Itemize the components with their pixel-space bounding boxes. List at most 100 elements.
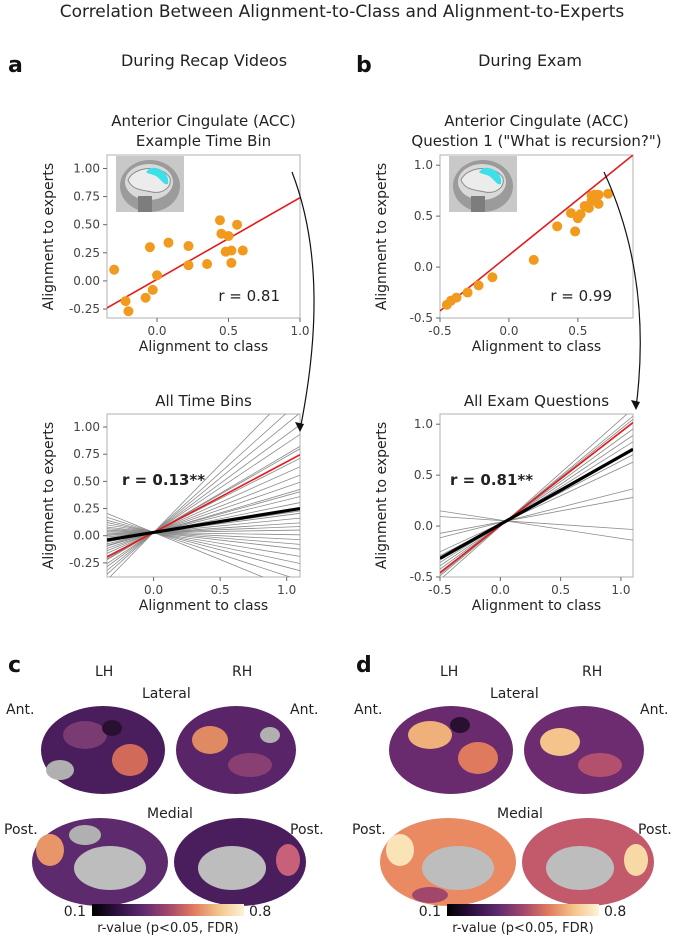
y-tick-label: -0.5 <box>410 311 433 325</box>
y-tick-label: 0.0 <box>414 519 433 533</box>
label-ant-right-d: Ant. <box>640 702 668 718</box>
bin-line <box>440 415 633 577</box>
plot-area <box>107 414 300 577</box>
data-point <box>214 215 225 226</box>
label-post-right-d: Post. <box>638 822 672 838</box>
chart-title: All Exam Questions <box>464 392 609 410</box>
panel-letter-c: c <box>8 653 21 678</box>
bin-line <box>107 474 300 552</box>
connector-arrow-b <box>603 171 641 409</box>
label-lh-d: LH <box>440 664 458 680</box>
highlight-line <box>440 421 633 574</box>
bin-line <box>440 435 633 567</box>
y-axis-label: Alignment to experts <box>41 422 57 569</box>
x-axis-label: Alignment to class <box>139 598 268 614</box>
y-tick-label: 1.00 <box>73 161 100 175</box>
y-tick-label: 0.75 <box>73 190 100 204</box>
mri-brain-icon-b <box>449 156 517 212</box>
data-point <box>140 292 151 303</box>
x-axis-label: Alignment to class <box>472 339 601 355</box>
bin-line <box>107 414 287 575</box>
bin-line <box>107 424 300 567</box>
bin-line <box>440 461 633 553</box>
regression-line <box>440 155 633 312</box>
chart-title: Anterior Cingulate (ACC) <box>444 112 628 130</box>
data-point <box>147 284 158 295</box>
brain-rh-medial-c <box>174 818 306 906</box>
label-post-left-d: Post. <box>352 822 386 838</box>
x-tick-label: 0.5 <box>211 583 230 597</box>
bin-line <box>107 528 300 545</box>
y-tick-label: -0.5 <box>410 570 433 584</box>
data-point <box>226 257 237 268</box>
plot-area <box>440 155 633 312</box>
y-tick-label: 1.0 <box>414 417 433 431</box>
r-value-annotation: r = 0.81 <box>218 287 280 305</box>
figure-title: Correlation Between Alignment-to-Class a… <box>60 2 625 22</box>
x-tick-label: 1.0 <box>277 583 296 597</box>
bin-line <box>107 481 300 549</box>
data-point <box>593 198 604 209</box>
bin-line <box>440 488 633 539</box>
y-tick-label: -0.25 <box>69 302 100 316</box>
bin-line <box>107 414 300 571</box>
chart-a-top: Anterior Cingulate (ACC) Example Time Bin… <box>41 112 310 355</box>
data-point <box>152 270 163 281</box>
mri-brain-icon-a <box>116 156 184 212</box>
data-point <box>109 264 120 275</box>
label-lh-c: LH <box>95 664 113 680</box>
y-tick-label: 1.00 <box>73 420 100 434</box>
bin-line <box>107 466 300 554</box>
r-value-annotation: r = 0.81** <box>450 471 533 489</box>
y-tick-label: 0.25 <box>73 502 100 516</box>
colorbar-label-d: r-value (p<0.05, FDR) <box>452 921 594 936</box>
data-point <box>462 287 473 298</box>
data-point <box>232 219 243 230</box>
bin-line <box>107 516 292 577</box>
x-tick-label: -0.5 <box>428 583 451 597</box>
chart-subtitle: Question 1 ("What is recursion?") <box>411 132 661 150</box>
connector-arrow-a <box>291 171 315 431</box>
x-tick-label: 0.0 <box>147 324 166 338</box>
x-tick-label: 1.0 <box>290 324 309 338</box>
connector-arrowhead-a <box>295 422 304 432</box>
data-point <box>451 292 462 303</box>
label-ant-left-d: Ant. <box>354 702 382 718</box>
x-tick-label: 0.0 <box>144 583 163 597</box>
colorbar-bar-c <box>92 904 244 916</box>
bin-line <box>440 516 633 530</box>
data-point <box>237 245 248 256</box>
colorbar-max-d: 0.8 <box>604 904 626 920</box>
plot-area <box>440 414 633 577</box>
data-point <box>528 254 539 265</box>
y-tick-label: -0.25 <box>69 556 100 570</box>
label-lateral-d: Lateral <box>490 686 539 702</box>
y-tick-label: 0.00 <box>73 274 100 288</box>
label-medial-c: Medial <box>147 806 193 822</box>
colorbar-bar-d <box>447 904 599 916</box>
data-point <box>120 296 131 307</box>
bin-line <box>107 522 300 564</box>
bin-line <box>440 497 633 534</box>
data-point <box>575 209 586 220</box>
bin-line <box>107 526 300 550</box>
bin-line <box>440 428 633 570</box>
x-tick-label: 0.0 <box>491 583 510 597</box>
data-point <box>163 237 174 248</box>
bin-line <box>442 414 628 577</box>
r-value-annotation: r = 0.13** <box>122 471 205 489</box>
x-tick-label: 0.0 <box>499 324 518 338</box>
y-tick-label: 0.50 <box>73 218 100 232</box>
data-point <box>183 241 194 252</box>
bin-line <box>107 529 300 534</box>
colorbar-d: 0.1 0.8 r-value (p<0.05, FDR) <box>419 904 626 936</box>
x-tick-label: -0.5 <box>428 324 451 338</box>
data-point <box>202 259 213 270</box>
data-point <box>570 226 581 237</box>
data-point <box>552 221 563 232</box>
mean-line <box>440 447 633 560</box>
x-tick-label: 0.5 <box>551 583 570 597</box>
data-point <box>223 230 234 241</box>
data-point <box>226 245 237 256</box>
